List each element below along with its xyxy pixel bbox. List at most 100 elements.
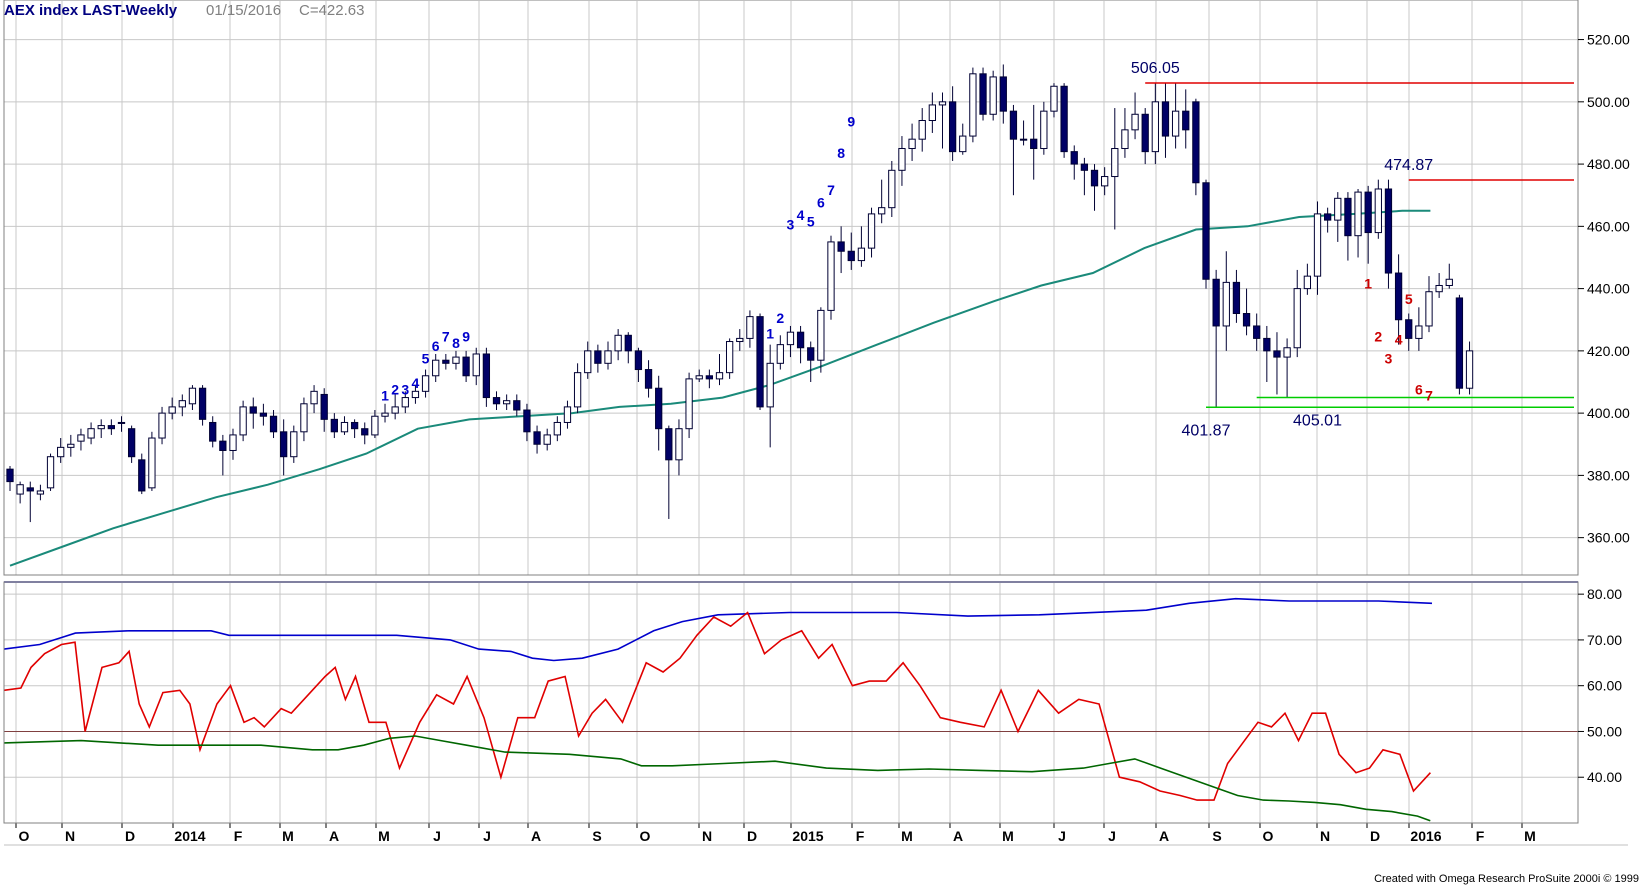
candle xyxy=(1171,83,1180,149)
candle-body xyxy=(1334,197,1342,221)
x-tick-label: J xyxy=(483,828,491,844)
candle xyxy=(1405,313,1413,351)
ma-line xyxy=(9,209,1431,567)
candle-body xyxy=(442,359,450,364)
candle xyxy=(107,419,115,435)
level-label: 474.87 xyxy=(1384,157,1433,174)
candle-body xyxy=(127,428,136,458)
candle-body xyxy=(300,403,308,433)
candle xyxy=(715,353,724,386)
candle xyxy=(391,394,399,420)
candle-body xyxy=(249,406,257,414)
candle xyxy=(888,160,896,218)
candle xyxy=(948,86,957,161)
x-tick-label: O xyxy=(1263,828,1274,844)
candle xyxy=(320,388,328,432)
candle-body xyxy=(878,207,886,215)
candle xyxy=(746,310,754,348)
candle-body xyxy=(1303,275,1312,290)
sell-count-label: 2 xyxy=(1374,329,1382,345)
candle xyxy=(411,385,420,404)
x-tick-label: A xyxy=(953,828,963,844)
indicator-lines xyxy=(3,597,1578,822)
sell-count-label: 4 xyxy=(1395,332,1403,348)
moving-average xyxy=(9,209,1431,567)
candle-body xyxy=(26,487,34,492)
count-label: 4 xyxy=(412,375,420,391)
candle-body xyxy=(675,428,683,461)
candle-body xyxy=(888,169,896,209)
candle xyxy=(685,372,693,439)
candle-body xyxy=(989,76,997,115)
candle xyxy=(523,403,531,442)
candle-body xyxy=(1111,148,1119,178)
candle xyxy=(867,207,876,258)
candle xyxy=(898,136,906,186)
candle-body xyxy=(1242,313,1251,327)
candle xyxy=(705,369,714,389)
candle-body xyxy=(280,431,288,458)
indicator-y-tick-label: 40.00 xyxy=(1587,769,1622,785)
candle-body xyxy=(736,337,744,343)
candle-body xyxy=(918,120,926,140)
candle xyxy=(695,369,703,382)
candle-body xyxy=(1354,191,1362,237)
x-tick-label: 2015 xyxy=(792,828,823,844)
candle xyxy=(36,484,45,501)
candle xyxy=(503,394,511,411)
candle-body xyxy=(107,425,115,430)
candle-body xyxy=(148,437,156,489)
x-tick-label: N xyxy=(702,828,712,844)
count-label: 7 xyxy=(442,329,450,345)
x-tick-label: A xyxy=(329,828,339,844)
chart-title: AEX index LAST-Weekly xyxy=(4,2,178,19)
candle-body xyxy=(391,406,399,414)
candle xyxy=(1232,269,1241,323)
candle-body xyxy=(959,135,967,153)
candle xyxy=(634,347,643,382)
candle-body xyxy=(1263,337,1271,352)
candle-body xyxy=(350,421,359,430)
y-tick-label: 360.00 xyxy=(1587,530,1630,546)
candle-body xyxy=(979,73,987,115)
y-tick-label: 520.00 xyxy=(1587,32,1630,48)
candle xyxy=(462,350,470,382)
candle xyxy=(1465,341,1474,395)
y-tick-label: 440.00 xyxy=(1587,281,1630,297)
candle xyxy=(1344,192,1352,261)
candle-body xyxy=(594,350,602,364)
x-tick-label: M xyxy=(282,828,294,844)
candle-body xyxy=(908,138,916,150)
candle-body xyxy=(948,101,957,153)
count-label: 5 xyxy=(422,350,430,366)
candle xyxy=(97,419,105,439)
indicator-y-tick-label: 50.00 xyxy=(1587,723,1622,739)
level-label: 405.01 xyxy=(1293,413,1342,430)
candle-body xyxy=(898,148,906,171)
chart-close: C=422.63 xyxy=(299,2,365,19)
candle xyxy=(553,416,561,442)
candle-body xyxy=(1192,101,1200,184)
candle-body xyxy=(1151,101,1159,153)
candle-body xyxy=(117,421,126,424)
candle xyxy=(1192,98,1200,196)
candle xyxy=(533,425,541,454)
candle-body xyxy=(1232,281,1241,315)
indicator-grid xyxy=(4,583,1578,823)
candle xyxy=(57,438,65,463)
candle xyxy=(513,394,521,417)
candle xyxy=(117,416,126,432)
candle-body xyxy=(1222,281,1230,327)
candle-body xyxy=(756,316,764,408)
candle xyxy=(938,92,947,149)
candle xyxy=(1253,313,1261,351)
candle-body xyxy=(786,331,795,346)
candle-body xyxy=(320,393,328,420)
candle xyxy=(1101,167,1109,196)
sell-count-label: 7 xyxy=(1425,388,1433,404)
candle-body xyxy=(695,375,703,380)
candle-body xyxy=(401,397,409,408)
indicator-series-line xyxy=(3,735,1431,822)
candle xyxy=(1121,108,1129,158)
